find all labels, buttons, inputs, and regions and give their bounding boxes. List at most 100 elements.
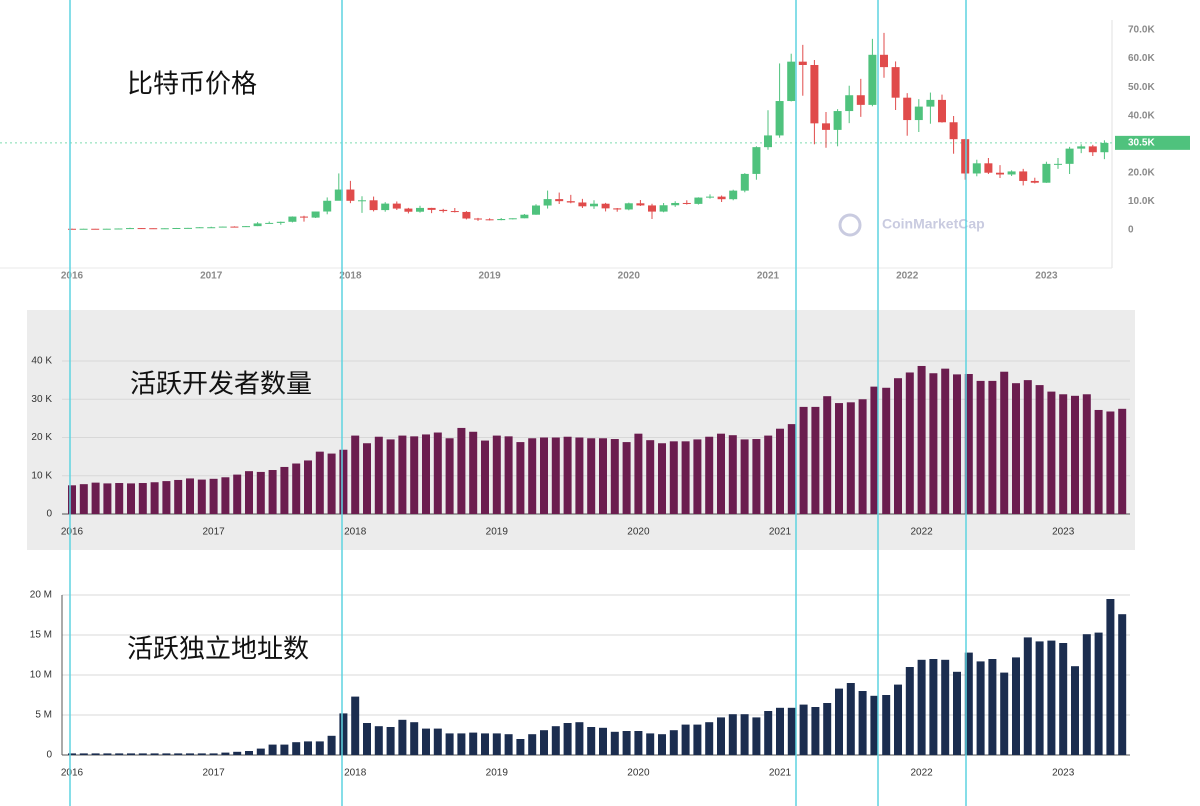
price-tag-label: 30.5K	[1128, 137, 1155, 148]
candle-body	[1007, 171, 1016, 175]
candle-body	[1100, 142, 1109, 153]
bar	[91, 482, 100, 514]
bar	[905, 372, 914, 514]
y-tick-label: 5 M	[35, 710, 52, 721]
bar	[1035, 385, 1044, 514]
bar	[363, 723, 371, 755]
candle-body	[114, 228, 123, 230]
bar	[504, 734, 513, 755]
bar	[138, 483, 147, 514]
bar	[599, 438, 607, 514]
bar	[587, 727, 596, 755]
bar	[162, 753, 171, 755]
bar	[422, 728, 430, 755]
bar	[776, 428, 784, 514]
bar	[1023, 637, 1032, 755]
bar	[457, 427, 466, 514]
candle-body	[555, 199, 564, 202]
bar	[1106, 411, 1115, 514]
charts: 比特币价格010.0K20.0K30.0K40.0K50.0K60.0K70.0…	[0, 20, 1190, 779]
candle-body	[903, 97, 912, 121]
bar	[634, 433, 643, 514]
bar	[835, 688, 843, 755]
bar	[882, 387, 891, 514]
bar	[115, 483, 124, 514]
bar	[894, 684, 902, 755]
bar	[68, 485, 76, 514]
bar	[91, 753, 100, 755]
candle-body	[1054, 163, 1062, 165]
candle-body	[740, 173, 749, 191]
bar	[339, 449, 348, 514]
x-tick-label: 2016	[61, 768, 84, 779]
bar	[823, 396, 832, 514]
x-tick-label: 2021	[769, 527, 792, 538]
y-tick-label: 0	[46, 509, 52, 520]
candle-body	[1065, 148, 1074, 164]
bar	[799, 406, 808, 514]
bar	[563, 436, 572, 514]
bar	[315, 741, 324, 755]
bar	[386, 727, 395, 755]
chart-title: 比特币价格	[127, 70, 257, 100]
bar	[929, 659, 938, 755]
candle-body	[543, 199, 552, 206]
bar	[433, 432, 442, 514]
candle-body	[497, 219, 506, 221]
bar	[1082, 634, 1091, 755]
bar	[209, 478, 218, 514]
bar	[1059, 643, 1068, 755]
candle-body	[659, 205, 668, 212]
bar	[811, 406, 820, 514]
bar	[764, 435, 773, 514]
candle-body	[450, 211, 459, 213]
bar	[705, 722, 714, 755]
candle-body	[822, 123, 830, 130]
candle-body	[265, 222, 274, 224]
candle-body	[961, 139, 970, 174]
y-tick-label: 60.0K	[1128, 53, 1155, 64]
bar	[882, 695, 891, 755]
bar	[752, 439, 761, 514]
bar	[599, 727, 607, 755]
candle-body	[253, 223, 262, 227]
bar	[799, 704, 808, 755]
bar	[68, 753, 76, 755]
y-tick-label: 20 M	[30, 590, 52, 601]
bar	[516, 442, 525, 514]
bar	[752, 717, 761, 755]
bar	[410, 436, 419, 514]
bar	[79, 753, 88, 755]
bar	[740, 439, 749, 514]
candle-body	[868, 54, 877, 105]
x-tick-label: 2023	[1035, 271, 1058, 282]
bar	[575, 437, 584, 514]
bar	[422, 434, 430, 514]
bar	[363, 443, 371, 514]
bar	[233, 474, 242, 514]
candle-body	[729, 190, 738, 200]
x-tick-label: 2018	[344, 768, 367, 779]
bar	[870, 386, 879, 514]
candle-body	[590, 203, 598, 207]
bar	[469, 732, 478, 755]
candle-body	[416, 207, 424, 212]
bar	[351, 435, 360, 514]
y-tick-label: 20.0K	[1128, 167, 1155, 178]
candle-body	[184, 227, 192, 229]
bar	[304, 460, 312, 514]
bar	[138, 753, 147, 755]
candle-body	[752, 147, 761, 174]
candle-body	[334, 189, 343, 201]
bar	[292, 463, 301, 514]
watermark-logo	[838, 213, 862, 237]
candle-body	[427, 207, 436, 210]
candle-body	[949, 122, 958, 140]
y-tick-label: 10 M	[30, 670, 52, 681]
x-tick-label: 2019	[486, 768, 509, 779]
bar	[941, 368, 950, 514]
candle-body	[682, 202, 691, 204]
bar	[551, 437, 560, 514]
bar	[174, 753, 183, 755]
